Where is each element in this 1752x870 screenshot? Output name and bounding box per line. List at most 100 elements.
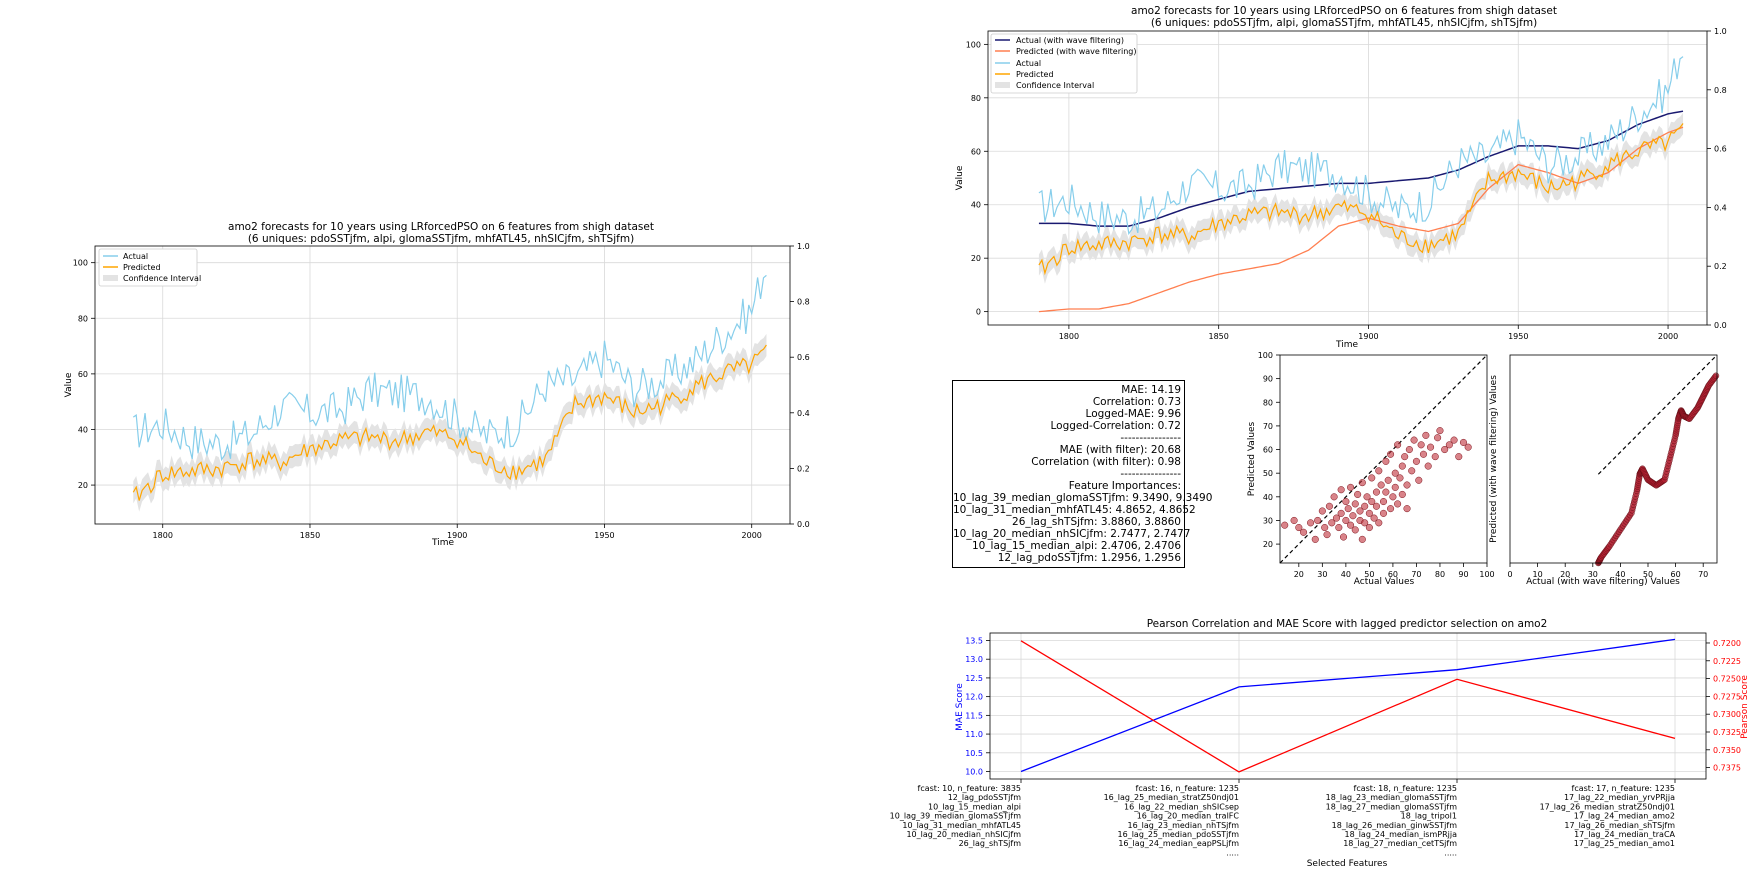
scatter-point [1281,521,1289,529]
series-predicted-filtered [1038,126,1684,313]
left-legend: Actual Predicted Confidence Interval [98,248,201,287]
scatter-point [1356,507,1364,515]
metric-line: MAE (with filter): 20.68 [1059,444,1181,456]
x-tick-label: 40 [1615,570,1625,579]
scatter-point [1387,505,1395,513]
feature-label: 17_lag_24_median_amo2 [1574,812,1675,821]
main-ylabel: Value [955,165,965,190]
left-xlabel: Time [431,538,454,548]
x-tick-label: 1850 [300,531,320,540]
left-legend-actual: Actual [123,252,148,261]
scatter-point [1450,436,1458,444]
y-tick-label-right: 0.7200 [1713,639,1741,648]
scatter1-xlabel: Actual Values [1354,577,1415,587]
y-tick-label: 80 [1263,398,1273,407]
main-plot-frame [987,30,1708,326]
main-forecast-chart: amo2 forecasts for 10 years using LRforc… [955,5,1727,350]
metric-line: Logged-MAE: 9.96 [1085,408,1181,420]
y-tick-label: 100 [1258,351,1273,360]
y-tick-label-left: 11.5 [965,711,983,720]
scatter-point [1441,445,1449,454]
scatter-point [1410,436,1418,444]
y2-tick-label: 0.6 [797,353,810,362]
y-tick-label-left: 12.0 [965,693,983,702]
main-legend-item-2: Actual [1016,59,1041,68]
y-tick-label: 100 [966,40,981,49]
scatter1-frame [1279,354,1488,564]
series-mae [1020,638,1676,773]
scatter-point [1358,479,1366,487]
main-legend-box [990,33,1138,94]
left-plot-frame [94,245,791,525]
scatter-point [1712,372,1720,379]
x-tick-label: 1950 [594,531,614,540]
y-tick-label-right: 0.7300 [1713,710,1741,719]
scatter2-plot [1595,354,1720,567]
series-actual [132,274,767,462]
x-tick-label: 90 [1458,570,1468,579]
scatter-point [1408,467,1416,475]
scatter-point [1401,453,1409,461]
scatter-point [1382,457,1390,465]
y2-tick-label: 0.0 [797,520,810,529]
scatter-point [1325,502,1333,510]
scatter-point [1377,481,1385,489]
scatter-point [1335,523,1343,532]
metrics-box: MAE: 14.19 Correlation: 0.73 Logged-MAE:… [952,380,1212,568]
x-tick-label: 1850 [1208,332,1228,341]
x-tick-label: 0 [1507,570,1512,579]
x-tick-label: 1950 [1508,332,1528,341]
metric-line: 10_lag_15_median_alpi: 2.4706, 2.4706 [971,540,1181,552]
y-tick-label: 100 [73,259,88,268]
feature-label: 18_lag_26_median_ginwSSTjfm [1332,821,1458,830]
y-tick-label: 70 [1263,422,1273,431]
scatter-point [1394,441,1402,449]
scatter-point [1436,427,1444,435]
metric-line: 26_lag_shTSjfm: 3.8860, 3.8860 [1012,516,1181,528]
scatter-point [1412,457,1420,465]
scatter-point [1339,533,1348,541]
scatter2-axes: 0 10 20 30 40 50 60 70 [1507,563,1708,579]
bottom-frame [989,632,1707,780]
scatter-point [1384,476,1392,484]
y-tick-label-left: 10.5 [965,749,983,758]
feature-label: 26_lag_shTSjfm [959,839,1022,848]
y-tick-label-right: 0.7350 [1713,746,1741,755]
scatter-point [1330,493,1338,501]
main-legend-item-4: Confidence Interval [1016,81,1094,90]
scatter-point [1314,516,1322,525]
scatter-point [1351,526,1359,534]
series-actual [1038,56,1684,236]
feature-label: fcast: 18, n_feature: 1235 [1354,784,1457,793]
y-tick-label: 90 [1263,375,1273,384]
metric-line: Correlation: 0.73 [1092,396,1181,408]
y-tick-label: 80 [971,94,981,103]
left-axes: 1800 1850 1900 1950 2000 20 40 60 80 100 0.0 0.2 0.4… [73,242,810,540]
x-tick-label: 70 [1411,570,1421,579]
bottom-grid [990,633,1706,779]
scatter-actual-vs-predicted: 20 30 40 50 60 70 80 90 100 20 30 40 50 60 70 80 90 100 A… [1247,351,1495,587]
y-tick-label: 60 [971,147,981,156]
bottom-axes: 10.0 10.5 11.0 11.5 12.0 12.5 13.0 13.5 0.7200 0.… [965,636,1741,783]
scatter-point [1328,519,1336,527]
bottom-ylabel-right: Pearson Score [1740,675,1750,739]
left-legend-box [98,248,198,287]
scatter-point [1415,476,1423,484]
bottom-xlabel: Selected Features [1307,859,1388,869]
scatter-point [1342,497,1350,506]
x-tick-label: 1900 [447,531,467,540]
y-tick-label: 30 [1263,516,1273,525]
scatter2-xlabel: Actual (with wave filtering) Values [1526,577,1680,587]
metric-line: MAE: 14.19 [1121,384,1181,396]
scatter-point [1379,497,1388,506]
x-tick-label: 50 [1364,570,1374,579]
scatter-point [1434,434,1442,442]
scatter-point [1295,523,1303,532]
metric-line: ---------------- [1120,432,1181,444]
x-tick-label: 30 [1317,570,1327,579]
left-legend-ci-swatch [103,275,118,281]
scatter-point [1344,505,1352,513]
scatter-point [1361,519,1369,527]
scatter-point [1372,502,1380,510]
